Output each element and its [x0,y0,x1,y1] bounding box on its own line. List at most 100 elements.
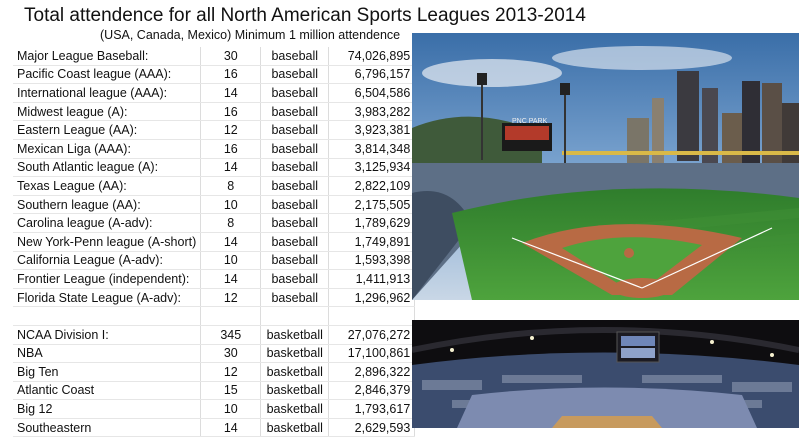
teams-cell: 14 [200,83,262,103]
league-cell: Big 12 [13,399,202,419]
teams-cell: 8 [200,213,262,233]
league-cell: International league (AAA): [13,83,202,103]
baseball-stadium-photo: PNC PARK [412,33,799,300]
sport-cell: baseball [260,176,330,196]
attendance-cell: 2,175,505 [328,195,416,215]
attendance-cell: 1,749,891 [328,232,416,252]
attendance-cell: 1,789,629 [328,213,416,233]
table-row: Big Ten 12 basketball 2,896,322 [13,362,416,382]
sport-cell: basketball [260,344,330,364]
sport-cell: baseball [260,269,330,289]
table-row: Major League Baseball: 30 baseball 74,026,8… [13,47,416,66]
teams-cell: 16 [200,102,262,122]
sport-cell: basketball [260,325,330,345]
attendance-cell: 3,983,282 [328,102,416,122]
league-cell: California League (A-adv): [13,251,202,271]
table-row: New York-Penn league (A-short) 14 baseball… [13,232,416,252]
attendance-cell: 3,125,934 [328,158,416,178]
svg-text:PNC PARK: PNC PARK [512,118,548,125]
table-row: International league (AAA): 14 baseball 6,5… [13,83,416,103]
league-cell: Pacific Coast league (AAA): [13,65,202,85]
sport-cell: basketball [260,362,330,382]
attendance-table: Major League Baseball: 30 baseball 74,026,8… [13,47,416,437]
league-cell: Mexican Liga (AAA): [13,139,202,159]
sport-cell: baseball [260,158,330,178]
table-row: Midwest league (A): 16 baseball 3,983,282 [13,102,416,122]
league-cell: Carolina league (A-adv): [13,213,202,233]
attendance-cell: 2,846,379 [328,381,416,401]
league-cell: NCAA Division I: [13,325,202,345]
sport-cell: baseball [260,288,330,308]
teams-cell: 16 [200,65,262,85]
table-row: Frontier League (independent): 14 baseball… [13,269,416,289]
attendance-cell: 2,896,322 [328,362,416,382]
teams-cell: 30 [200,344,262,364]
teams-cell: 14 [200,158,262,178]
page-subtitle: (USA, Canada, Mexico) Minimum 1 million … [100,28,401,42]
league-cell: NBA [13,344,202,364]
attendance-cell: 6,504,586 [328,83,416,103]
attendance-cell: 3,814,348 [328,139,416,159]
sport-cell: baseball [260,232,330,252]
league-cell: Southern league (AA): [13,195,202,215]
teams-cell: 10 [200,399,262,419]
teams-cell: 16 [200,139,262,159]
attendance-cell: 1,411,913 [328,269,416,289]
sport-cell: baseball [260,213,330,233]
table-row: NCAA Division I: 345 basketball 27,076,272 [13,325,416,345]
sport-cell: baseball [260,139,330,159]
teams-cell: 30 [200,47,262,66]
sport-cell: baseball [260,195,330,215]
table-row: California League (A-adv): 10 baseball 1,59… [13,251,416,271]
sport-cell: baseball [260,102,330,122]
teams-cell: 15 [200,381,262,401]
sport-cell: baseball [260,251,330,271]
league-cell: Texas League (AA): [13,176,202,196]
league-cell: Frontier League (independent): [13,269,202,289]
attendance-cell: 1,296,962 [328,288,416,308]
empty-cell [200,306,262,326]
sport-cell: baseball [260,83,330,103]
table-row: Atlantic Coast 15 basketball 2,846,379 [13,381,416,401]
empty-cell [260,306,330,326]
teams-cell: 14 [200,232,262,252]
empty-cell [13,306,202,326]
teams-cell: 10 [200,195,262,215]
attendance-cell: 1,593,398 [328,251,416,271]
table-row: Florida State League (A-adv): 12 baseball 1… [13,288,416,308]
league-cell: Major League Baseball: [13,47,202,66]
league-cell: Eastern League (AA): [13,120,202,140]
attendance-cell: 74,026,895 [328,47,416,66]
attendance-cell: 27,076,272 [328,325,416,345]
sport-cell: baseball [260,65,330,85]
league-cell: Big Ten [13,362,202,382]
table-row: Eastern League (AA): 12 baseball 3,923,381 [13,120,416,140]
table-row: South Atlantic league (A): 14 baseball 3,12… [13,158,416,178]
attendance-cell: 3,923,381 [328,120,416,140]
page-title: Total attendence for all North American … [24,5,586,26]
separator-row [13,306,416,326]
teams-cell: 14 [200,269,262,289]
teams-cell: 12 [200,362,262,382]
teams-cell: 12 [200,288,262,308]
attendance-cell: 17,100,861 [328,344,416,364]
empty-cell [328,306,416,326]
teams-cell: 345 [200,325,262,345]
sport-cell: basketball [260,399,330,419]
league-cell: Atlantic Coast [13,381,202,401]
table-row: NBA 30 basketball 17,100,861 [13,344,416,364]
teams-cell: 10 [200,251,262,271]
attendance-cell: 6,796,157 [328,65,416,85]
teams-cell: 8 [200,176,262,196]
league-cell: New York-Penn league (A-short) [13,232,202,252]
attendance-cell: 2,822,109 [328,176,416,196]
league-cell: South Atlantic league (A): [13,158,202,178]
table-row: Pacific Coast league (AAA): 16 baseball 6,7… [13,65,416,85]
sport-cell: baseball [260,47,330,66]
attendance-cell: 1,793,617 [328,399,416,419]
table-row: Southern league (AA): 10 baseball 2,175,505 [13,195,416,215]
teams-cell: 12 [200,120,262,140]
basketball-arena-photo [412,320,799,428]
league-cell: Florida State League (A-adv): [13,288,202,308]
table-row: Big 12 10 basketball 1,793,617 [13,399,416,419]
